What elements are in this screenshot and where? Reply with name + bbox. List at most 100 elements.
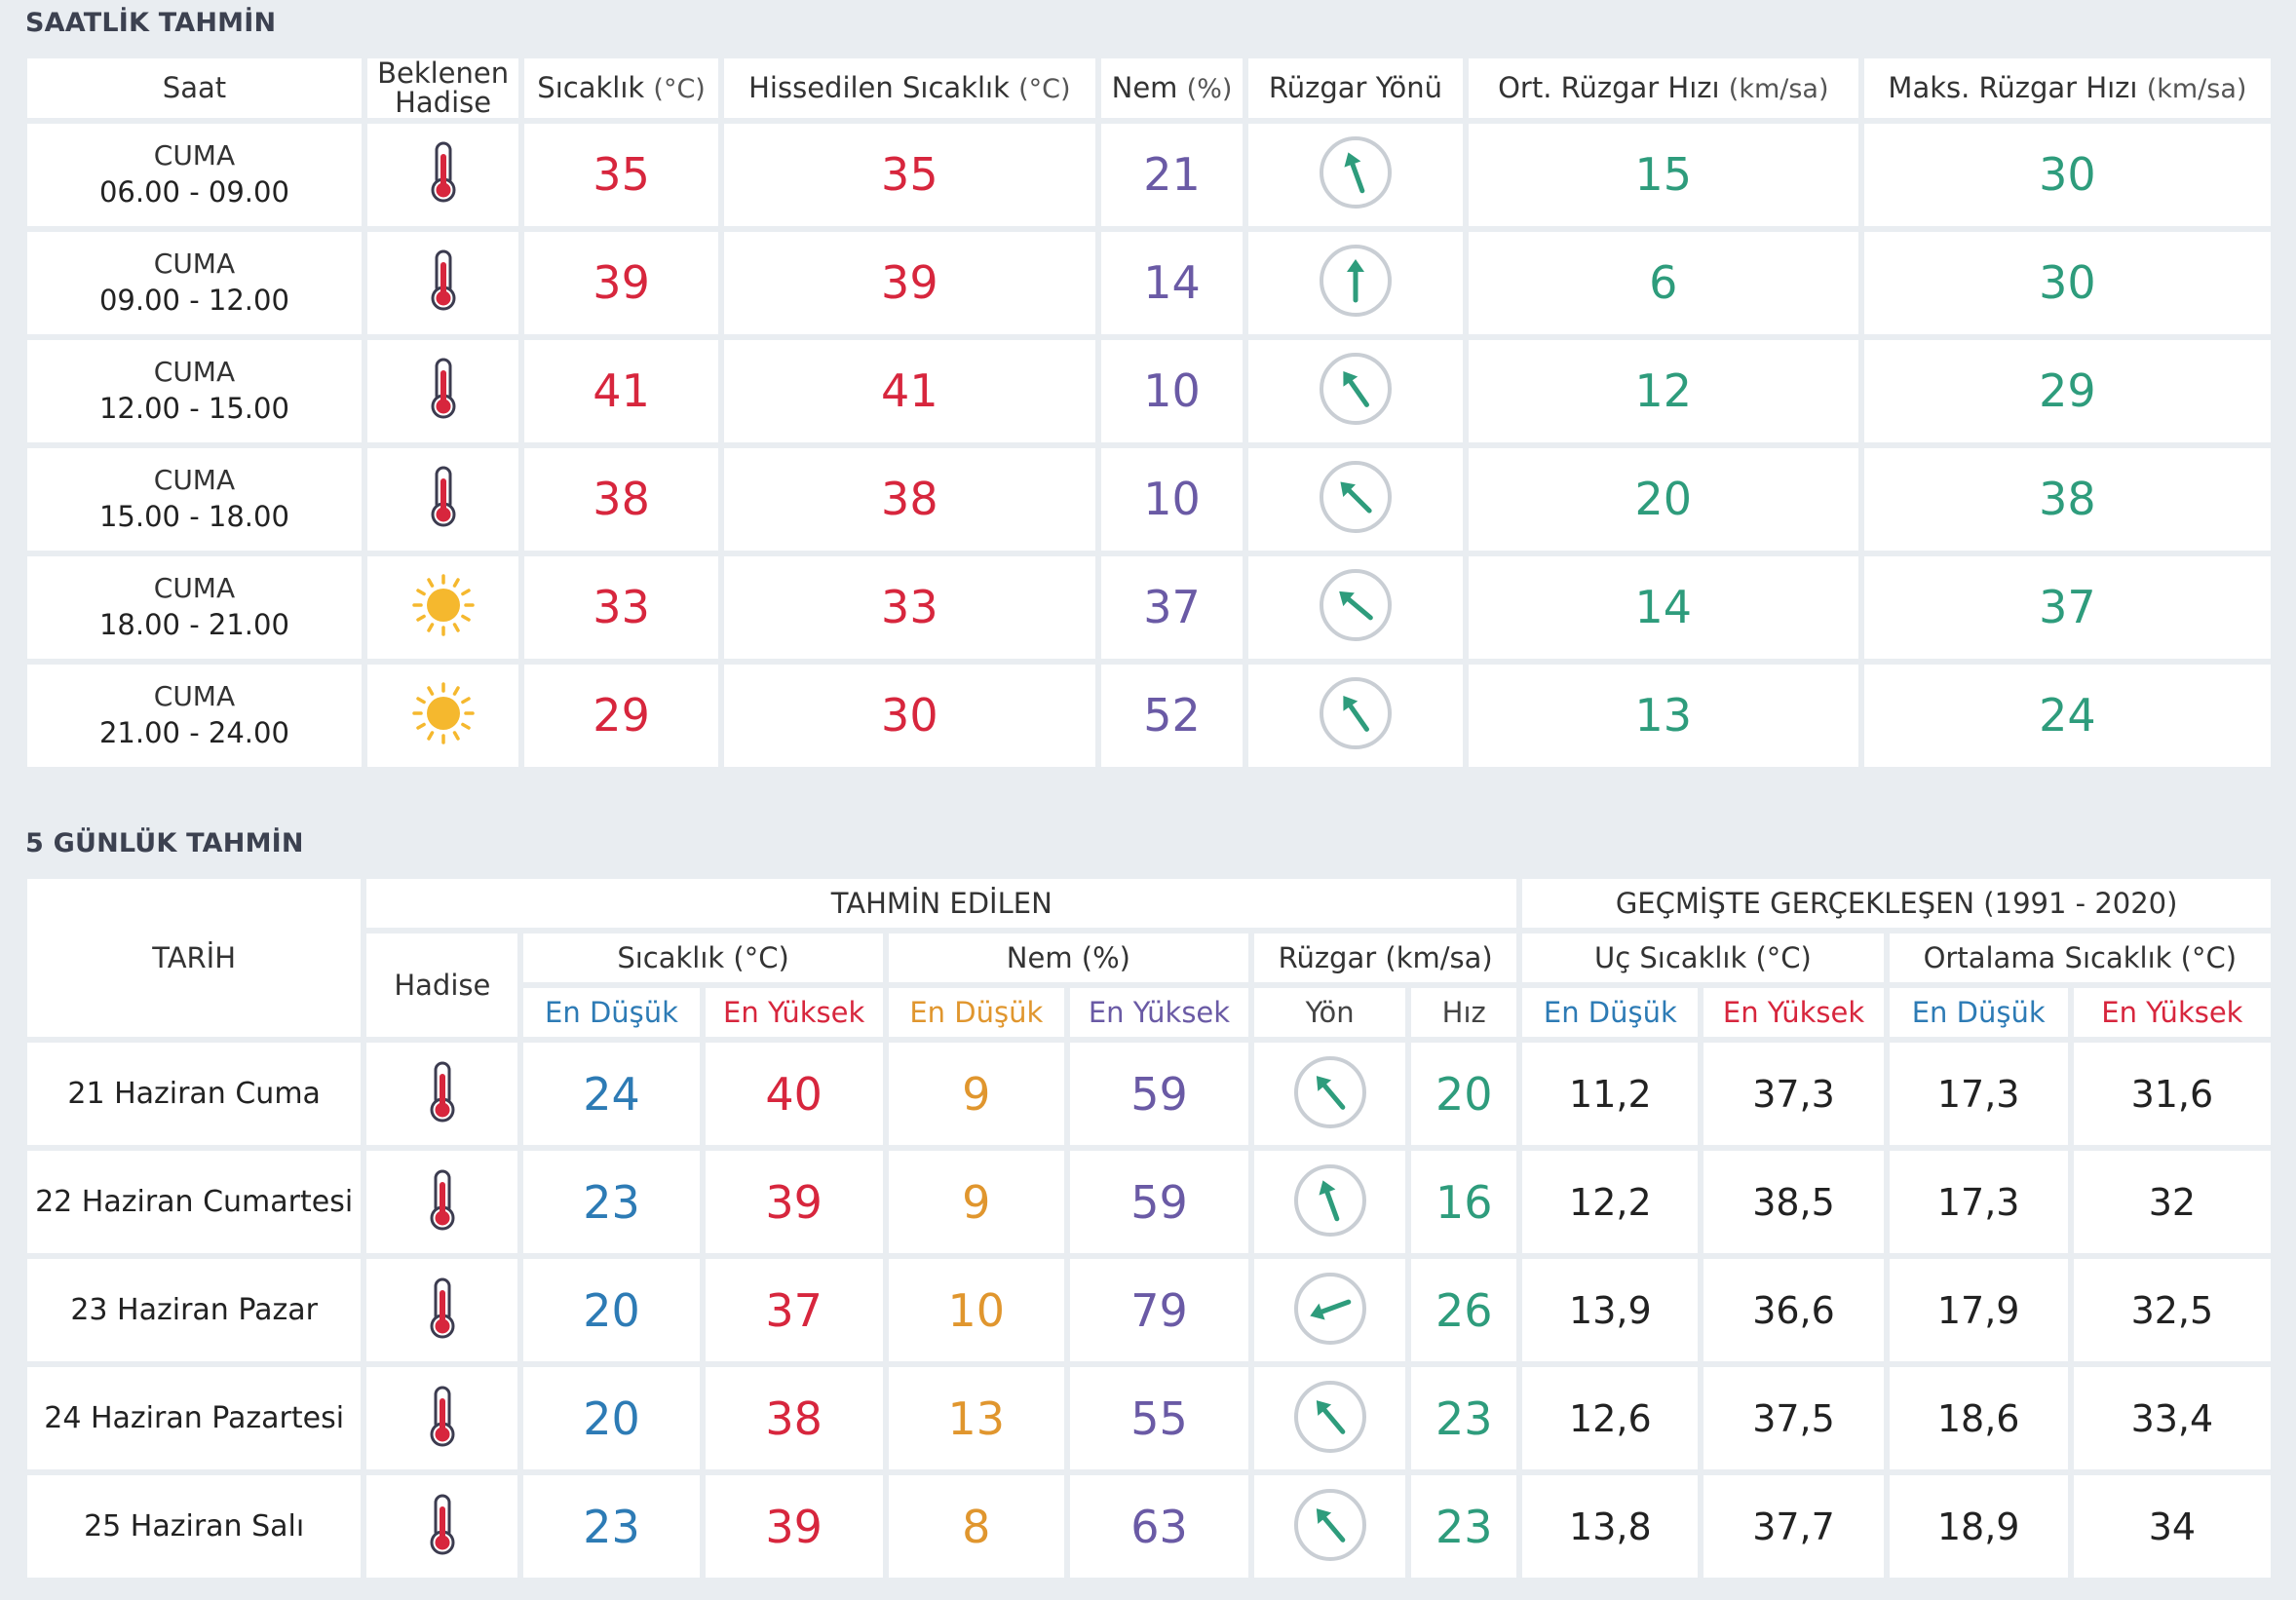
- header-saat: Saat: [27, 58, 362, 118]
- date-cell: 24 Haziran Pazartesi: [27, 1367, 362, 1469]
- wind-direction-arrow-icon: [1317, 133, 1395, 215]
- average-min-value: 17,9: [1889, 1259, 2068, 1361]
- wind-direction-cell: [1248, 555, 1463, 659]
- average-max-value: 32: [2073, 1151, 2271, 1253]
- hourly-forecast-table: Saat Beklenen Hadise Sıcaklık (°C) Hisse…: [21, 53, 2277, 773]
- wind-direction-cell: [1248, 231, 1463, 334]
- header-beklenen: Beklenen: [377, 57, 510, 90]
- header-gecmiste: GEÇMİŞTE GERÇEKLEŞEN (1991 - 2020): [1522, 879, 2271, 928]
- time-cell: CUMA 06.00 - 09.00: [27, 123, 362, 226]
- humidity-value: 10: [1100, 339, 1244, 442]
- header-hissedilen: Hissedilen Sıcaklık (°C): [723, 58, 1095, 118]
- feels-like-value: 33: [723, 555, 1095, 659]
- hourly-row: CUMA 18.00 - 21.00 33 33 37 14 37: [27, 555, 2271, 659]
- extreme-min-value: 12,6: [1522, 1367, 1699, 1469]
- wind-direction-arrow-icon: [1317, 350, 1395, 432]
- date-cell: 25 Haziran Salı: [27, 1475, 362, 1578]
- header-maks-ruzgar-label: Maks. Rüzgar Hızı: [1888, 70, 2138, 104]
- hadise-cell: [366, 231, 519, 334]
- wind-direction-cell: [1248, 123, 1463, 226]
- temp-max-value: 39: [705, 1475, 883, 1578]
- humidity-value: 10: [1100, 447, 1244, 551]
- time-day: CUMA: [153, 680, 236, 713]
- humidity-min-value: 8: [888, 1475, 1064, 1578]
- max-wind-value: 24: [1863, 664, 2271, 767]
- humidity-value: 37: [1100, 555, 1244, 659]
- header-tahmin-edilen: TAHMİN EDİLEN: [366, 879, 1517, 928]
- header-sicaklik-en-yuksek: En Yüksek: [705, 988, 883, 1037]
- header-hissedilen-unit: (°C): [1018, 73, 1071, 104]
- temp-min-value: 20: [523, 1259, 700, 1361]
- header-ort-ruzgar-label: Ort. Rüzgar Hızı: [1498, 70, 1720, 104]
- header-ort-ruzgar: Ort. Rüzgar Hızı (km/sa): [1468, 58, 1858, 118]
- daily-forecast-table: TARİH TAHMİN EDİLEN GEÇMİŞTE GERÇEKLEŞEN…: [21, 873, 2277, 1583]
- max-wind-value: 29: [1863, 339, 2271, 442]
- wind-direction-cell: [1248, 664, 1463, 767]
- date-cell: 21 Haziran Cuma: [27, 1043, 362, 1145]
- time-range: 21.00 - 24.00: [98, 715, 289, 749]
- humidity-value: 21: [1100, 123, 1244, 226]
- daily-header-row-3: En Düşük En Yüksek En Düşük En Yüksek Yö…: [27, 988, 2271, 1037]
- header-sicaklik-en-dusuk: En Düşük: [523, 988, 700, 1037]
- humidity-min-value: 10: [888, 1259, 1064, 1361]
- thermometer-icon: [427, 465, 460, 533]
- hadise-cell: [366, 447, 519, 551]
- hourly-row: CUMA 12.00 - 15.00 41 41 10 12 29: [27, 339, 2271, 442]
- date-cell: 22 Haziran Cumartesi: [27, 1151, 362, 1253]
- date-cell: 23 Haziran Pazar: [27, 1259, 362, 1361]
- max-wind-value: 37: [1863, 555, 2271, 659]
- max-wind-value: 30: [1863, 123, 2271, 226]
- average-max-value: 32,5: [2073, 1259, 2271, 1361]
- hadise-cell: [366, 123, 519, 226]
- sun-icon: [409, 679, 478, 751]
- extreme-max-value: 37,5: [1703, 1367, 1884, 1469]
- humidity-value: 52: [1100, 664, 1244, 767]
- temp-value: 35: [524, 123, 718, 226]
- extreme-max-value: 37,7: [1703, 1475, 1884, 1578]
- thermometer-icon: [426, 1168, 459, 1237]
- extreme-max-value: 38,5: [1703, 1151, 1884, 1253]
- feels-like-value: 30: [723, 664, 1095, 767]
- header-ort-en-dusuk: En Düşük: [1889, 988, 2068, 1037]
- wind-direction-arrow-icon: [1317, 458, 1395, 540]
- temp-max-value: 39: [705, 1151, 883, 1253]
- wind-direction-cell: [1254, 1151, 1406, 1253]
- average-max-value: 33,4: [2073, 1367, 2271, 1469]
- time-cell: CUMA 15.00 - 18.00: [27, 447, 362, 551]
- daily-row: 21 Haziran Cuma 24 40 9 59 20 11,2 37,3 17,3 31,6: [27, 1043, 2271, 1145]
- header-maks-ruzgar: Maks. Rüzgar Hızı (km/sa): [1863, 58, 2271, 118]
- wind-direction-cell: [1248, 339, 1463, 442]
- hourly-row: CUMA 09.00 - 12.00 39 39 14 6 30: [27, 231, 2271, 334]
- time-cell: CUMA 09.00 - 12.00: [27, 231, 362, 334]
- hourly-section-title: SAATLİK TAHMİN: [25, 8, 277, 38]
- header-nem-en-dusuk: En Düşük: [888, 988, 1064, 1037]
- extreme-max-value: 36,6: [1703, 1259, 1884, 1361]
- daily-header-row-1: TARİH TAHMİN EDİLEN GEÇMİŞTE GERÇEKLEŞEN…: [27, 879, 2271, 1037]
- average-max-value: 34: [2073, 1475, 2271, 1578]
- header-uc-en-yuksek: En Yüksek: [1703, 988, 1884, 1037]
- time-cell: CUMA 12.00 - 15.00: [27, 339, 362, 442]
- feels-like-value: 35: [723, 123, 1095, 226]
- humidity-max-value: 55: [1069, 1367, 1249, 1469]
- avg-wind-value: 12: [1468, 339, 1858, 442]
- temp-min-value: 23: [523, 1475, 700, 1578]
- time-day: CUMA: [153, 248, 236, 281]
- humidity-max-value: 59: [1069, 1151, 1249, 1253]
- time-range: 12.00 - 15.00: [98, 391, 289, 425]
- hadise-cell: [366, 1475, 518, 1578]
- humidity-min-value: 9: [888, 1151, 1064, 1253]
- header-sicaklik: Sıcaklık (°C): [523, 933, 883, 982]
- time-range: 09.00 - 12.00: [98, 283, 289, 317]
- hourly-row: CUMA 21.00 - 24.00 29 30 52 13 24: [27, 664, 2271, 767]
- wind-direction-arrow-icon: [1317, 674, 1395, 756]
- max-wind-value: 38: [1863, 447, 2271, 551]
- wind-speed-value: 23: [1411, 1367, 1517, 1469]
- temp-value: 41: [524, 339, 718, 442]
- extreme-min-value: 13,9: [1522, 1259, 1699, 1361]
- avg-wind-value: 14: [1468, 555, 1858, 659]
- thermometer-icon: [427, 248, 460, 317]
- hadise-cell: [366, 664, 519, 767]
- header-hissedilen-label: Hissedilen Sıcaklık: [748, 70, 1010, 104]
- thermometer-icon: [426, 1060, 459, 1128]
- header-uc-en-dusuk: En Düşük: [1522, 988, 1699, 1037]
